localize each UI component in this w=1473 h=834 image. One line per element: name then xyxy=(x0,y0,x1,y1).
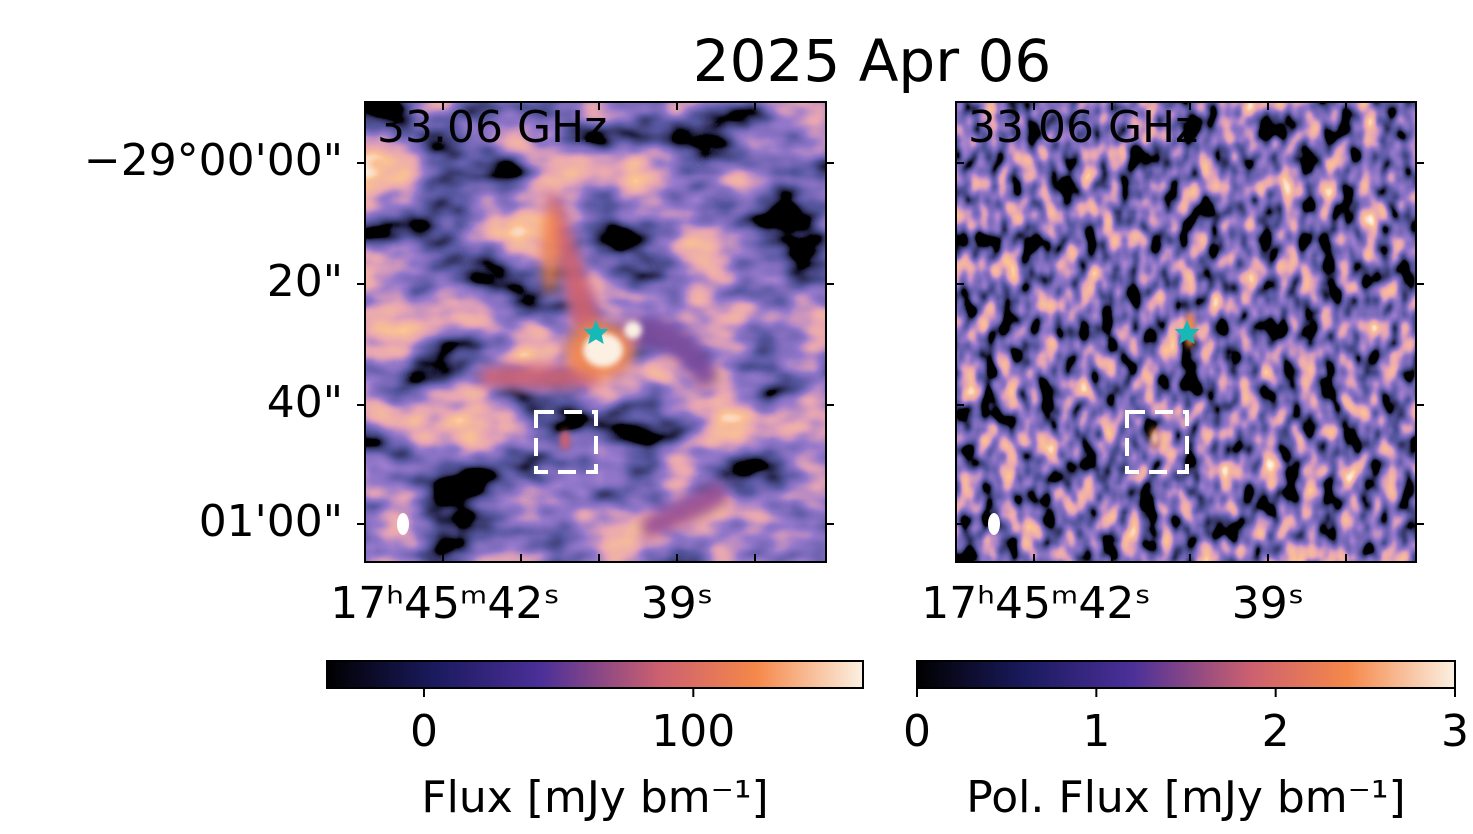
y-tick-label: 20" xyxy=(267,256,343,307)
colorbar-tick-label: 100 xyxy=(651,706,735,757)
x-tick-label: 39ˢ xyxy=(1232,578,1304,629)
colorbar-tick-label: 3 xyxy=(1441,706,1469,757)
y-tick-label: 01'00" xyxy=(199,496,343,547)
beams xyxy=(397,513,1000,535)
colorbar-label: Pol. Flux [mJy bm⁻¹] xyxy=(966,772,1405,823)
figure-title: 2025 Apr 06 xyxy=(693,27,1052,95)
colorbar xyxy=(916,660,1456,689)
colorbar-tick-label: 1 xyxy=(1082,706,1110,757)
image-left xyxy=(365,102,826,562)
panel-label: 33.06 GHz xyxy=(377,102,607,153)
y-tick-label: −29°00'00" xyxy=(84,135,343,186)
x-tick-label: 17ʰ45ᵐ42ˢ xyxy=(330,578,560,629)
panel-label: 33.06 GHz xyxy=(968,102,1198,153)
frames xyxy=(364,101,1417,563)
colorbar-tick-label: 0 xyxy=(903,706,931,757)
dashed-boxes xyxy=(534,410,1189,474)
axis-ticks xyxy=(357,102,1424,562)
x-tick-label: 17ʰ45ᵐ42ˢ xyxy=(921,578,1151,629)
colorbar xyxy=(326,660,864,689)
colorbar-tick-label: 0 xyxy=(410,706,438,757)
colorbar-tick-label: 2 xyxy=(1262,706,1290,757)
x-tick-label: 39ˢ xyxy=(641,578,713,629)
y-tick-label: 40" xyxy=(267,377,343,428)
stars xyxy=(583,320,1200,344)
colorbar-label: Flux [mJy bm⁻¹] xyxy=(421,772,768,823)
